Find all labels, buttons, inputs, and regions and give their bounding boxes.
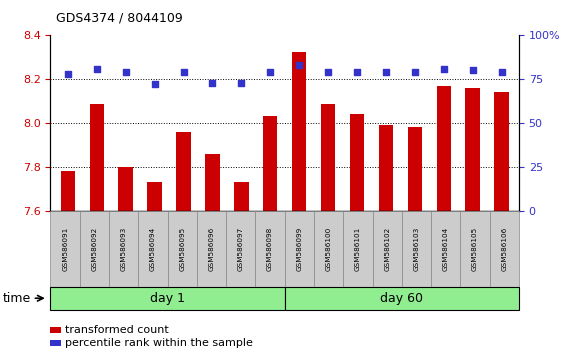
Text: GSM586103: GSM586103 — [413, 227, 420, 271]
Bar — [148, 182, 162, 211]
Bar — [408, 127, 422, 211]
Bar — [292, 52, 306, 211]
Bar — [61, 171, 75, 211]
Bar — [90, 104, 104, 211]
Text: percentile rank within the sample: percentile rank within the sample — [65, 338, 253, 348]
Point — [179, 69, 188, 75]
Point — [468, 68, 477, 73]
Point — [121, 69, 130, 75]
Text: GSM586097: GSM586097 — [238, 227, 244, 271]
Text: GSM586102: GSM586102 — [384, 227, 390, 271]
Bar — [466, 88, 480, 211]
Text: GDS4374 / 8044109: GDS4374 / 8044109 — [56, 12, 183, 25]
Text: GSM586096: GSM586096 — [209, 227, 214, 271]
Bar — [263, 116, 278, 211]
Text: GSM586106: GSM586106 — [502, 227, 507, 271]
Bar — [350, 114, 364, 211]
Point — [237, 80, 246, 86]
Text: GSM586098: GSM586098 — [267, 227, 273, 271]
Point — [295, 62, 304, 68]
Point — [266, 69, 275, 75]
Point — [410, 69, 419, 75]
Bar — [176, 132, 191, 211]
Text: GSM586092: GSM586092 — [91, 227, 98, 271]
Text: GSM586099: GSM586099 — [296, 227, 302, 271]
Text: time: time — [3, 292, 31, 305]
Text: transformed count: transformed count — [65, 325, 169, 335]
Bar — [234, 182, 249, 211]
Point — [497, 69, 506, 75]
Bar — [494, 92, 509, 211]
Text: GSM586100: GSM586100 — [325, 227, 332, 271]
Bar — [118, 167, 133, 211]
Point — [208, 80, 217, 86]
Point — [352, 69, 361, 75]
Bar — [379, 125, 393, 211]
Point — [324, 69, 333, 75]
Bar — [321, 104, 335, 211]
Bar — [205, 154, 220, 211]
Text: day 60: day 60 — [380, 292, 424, 305]
Text: GSM586101: GSM586101 — [355, 227, 361, 271]
Text: GSM586094: GSM586094 — [150, 227, 156, 271]
Text: GSM586093: GSM586093 — [121, 227, 127, 271]
Text: GSM586091: GSM586091 — [62, 227, 68, 271]
Point — [63, 71, 72, 77]
Text: GSM586105: GSM586105 — [472, 227, 478, 271]
Point — [92, 66, 101, 72]
Point — [150, 82, 159, 87]
Point — [439, 66, 448, 72]
Text: GSM586104: GSM586104 — [443, 227, 449, 271]
Text: day 1: day 1 — [150, 292, 185, 305]
Text: GSM586095: GSM586095 — [179, 227, 185, 271]
Point — [381, 69, 390, 75]
Bar — [436, 86, 451, 211]
